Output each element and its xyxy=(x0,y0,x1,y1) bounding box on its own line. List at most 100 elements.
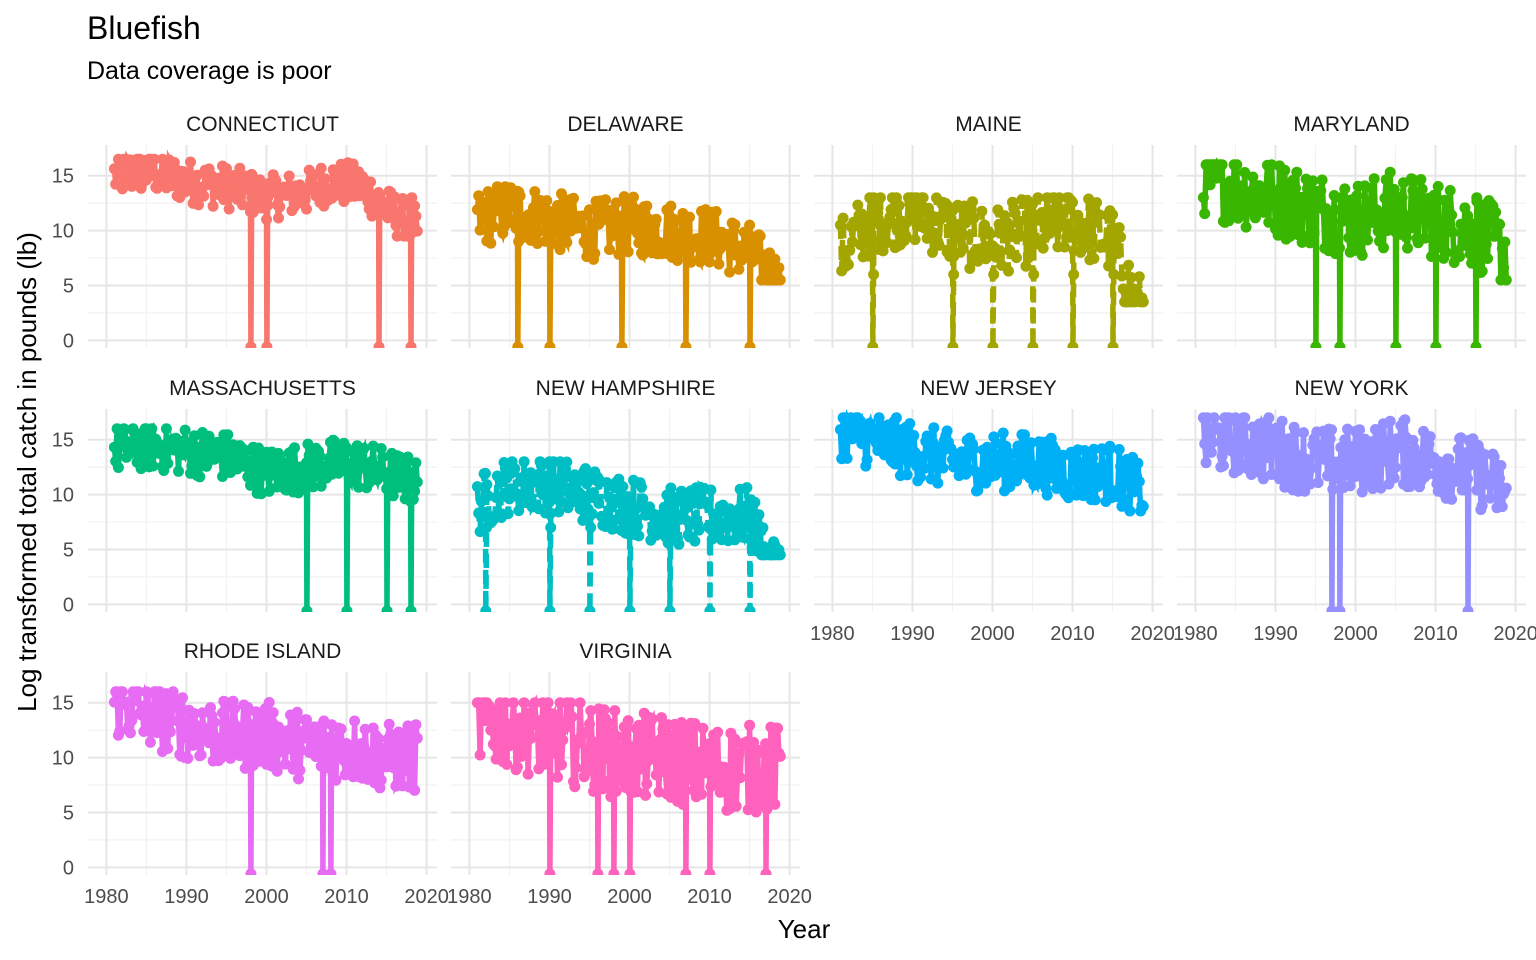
y-tick-label: 0 xyxy=(63,330,74,352)
data-point xyxy=(636,481,647,493)
data-point xyxy=(1276,415,1288,427)
data-point xyxy=(1378,242,1389,254)
data-point xyxy=(229,703,240,715)
data-point xyxy=(1240,221,1252,233)
data-point xyxy=(1023,252,1034,264)
data-point xyxy=(542,697,554,709)
data-point xyxy=(951,232,962,243)
data-point xyxy=(869,216,881,228)
data-point xyxy=(1023,446,1034,458)
data-point xyxy=(1229,198,1241,210)
x-tick-label: 2020 xyxy=(1493,623,1536,645)
data-point xyxy=(1104,440,1116,452)
data-point xyxy=(697,722,709,734)
data-point xyxy=(937,462,949,474)
data-point xyxy=(409,485,421,497)
data-point xyxy=(375,774,387,786)
data-point xyxy=(164,726,176,738)
data-point xyxy=(1005,231,1017,243)
data-point xyxy=(1084,475,1096,487)
data-point xyxy=(696,788,707,800)
data-point xyxy=(1243,441,1255,453)
data-point xyxy=(1494,218,1506,230)
data-point xyxy=(239,453,251,465)
data-point xyxy=(1271,190,1283,202)
data-point xyxy=(1435,231,1447,243)
data-point xyxy=(518,456,530,468)
x-tick-label: 1990 xyxy=(890,623,935,645)
data-point xyxy=(1306,462,1317,474)
data-point xyxy=(331,732,343,744)
data-point xyxy=(1125,272,1137,283)
data-point xyxy=(1488,230,1500,242)
data-point xyxy=(1326,209,1337,221)
data-point xyxy=(1043,212,1054,223)
data-point xyxy=(271,765,283,777)
data-point xyxy=(628,191,639,203)
data-point xyxy=(1211,172,1223,184)
data-point xyxy=(1205,446,1217,458)
data-point xyxy=(1368,454,1380,466)
data-point xyxy=(593,497,605,509)
data-point xyxy=(191,169,203,181)
data-point xyxy=(1446,209,1458,221)
data-point xyxy=(314,450,326,462)
data-point xyxy=(124,727,136,739)
data-point xyxy=(588,487,599,499)
data-point xyxy=(490,194,502,206)
data-point xyxy=(844,244,856,256)
data-point xyxy=(884,442,896,454)
data-point xyxy=(1216,159,1228,171)
data-point xyxy=(173,465,184,477)
data-point xyxy=(309,169,320,181)
data-point xyxy=(1339,183,1351,195)
data-point xyxy=(1133,476,1145,487)
data-point xyxy=(1113,444,1125,455)
data-point xyxy=(769,253,781,265)
data-point xyxy=(261,341,273,348)
data-point xyxy=(1020,260,1032,272)
data-point xyxy=(1444,185,1456,196)
data-point xyxy=(1227,446,1239,458)
data-point xyxy=(968,443,980,455)
data-point xyxy=(245,868,257,875)
data-point xyxy=(1088,443,1100,455)
data-point xyxy=(354,190,366,202)
data-point xyxy=(1208,412,1220,424)
data-point xyxy=(1430,207,1441,219)
data-point xyxy=(234,162,246,174)
data-point xyxy=(405,605,417,612)
data-point xyxy=(1440,246,1452,258)
data-point xyxy=(1498,262,1510,274)
data-point xyxy=(919,222,930,234)
data-point xyxy=(1067,452,1078,464)
data-point xyxy=(299,194,311,206)
data-point xyxy=(1400,231,1412,243)
data-point xyxy=(673,538,685,550)
data-point xyxy=(1236,429,1248,440)
data-point xyxy=(1113,222,1125,234)
data-point xyxy=(411,732,423,744)
data-point xyxy=(1197,192,1209,203)
data-point xyxy=(147,460,159,472)
data-point xyxy=(1396,192,1408,203)
data-point xyxy=(1290,427,1301,439)
series-group xyxy=(471,181,786,348)
data-point xyxy=(1394,441,1405,453)
data-point xyxy=(475,196,487,207)
data-point xyxy=(877,245,889,257)
y-tick-label: 5 xyxy=(63,802,74,824)
data-point xyxy=(766,766,778,778)
data-point xyxy=(1366,436,1377,448)
facet-panel: MARYLAND xyxy=(1177,113,1526,348)
data-point xyxy=(684,211,695,223)
data-point xyxy=(211,436,223,448)
data-point xyxy=(730,800,742,812)
data-point xyxy=(387,490,399,502)
data-point xyxy=(349,715,361,727)
data-point xyxy=(630,503,642,515)
data-point xyxy=(538,758,550,770)
data-point xyxy=(233,171,244,183)
data-point xyxy=(162,457,174,469)
data-point xyxy=(354,761,366,773)
